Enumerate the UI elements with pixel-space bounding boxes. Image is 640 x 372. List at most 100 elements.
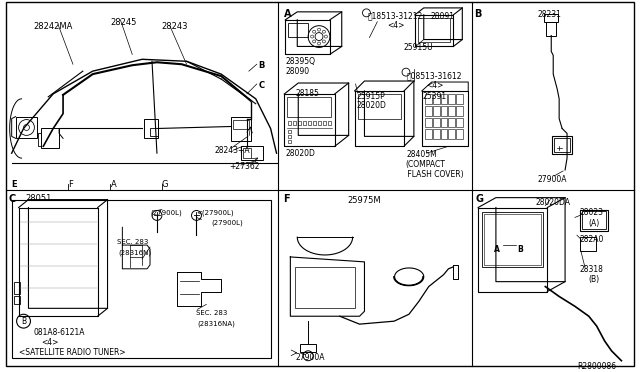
Text: (COMPACT: (COMPACT [405, 160, 445, 169]
Bar [289, 140, 291, 143]
Bar [289, 131, 291, 134]
Text: 28243+A: 28243+A [214, 146, 250, 155]
Text: E: E [12, 180, 17, 189]
Text: <4>: <4> [387, 21, 404, 30]
Text: 28051: 28051 [26, 194, 52, 203]
Text: 25391: 25391 [423, 92, 447, 101]
Text: 28020D: 28020D [285, 149, 316, 158]
Bar [440, 106, 447, 116]
Text: SEC. 283: SEC. 283 [196, 310, 228, 316]
Bar [298, 121, 301, 125]
Text: A: A [494, 245, 500, 254]
Text: SEC. 283: SEC. 283 [117, 239, 148, 245]
Bar [552, 137, 572, 154]
Bar [547, 22, 556, 36]
Text: 28091: 28091 [431, 12, 454, 21]
Text: 28243: 28243 [162, 22, 188, 31]
Bar [449, 106, 456, 116]
Text: C: C [259, 81, 265, 90]
Text: Ⓜ18513-31212: Ⓜ18513-31212 [367, 12, 422, 21]
Text: R2800086: R2800086 [577, 362, 616, 371]
Bar [440, 129, 447, 140]
Bar [456, 129, 463, 140]
Bar [144, 119, 158, 138]
Bar [582, 211, 605, 229]
Text: G: G [475, 194, 483, 204]
Bar [15, 116, 37, 138]
Bar [449, 94, 456, 104]
Bar [433, 129, 440, 140]
Bar [300, 344, 316, 352]
Text: C: C [9, 194, 16, 204]
Bar [580, 209, 607, 231]
Bar [295, 267, 355, 308]
Bar [554, 138, 570, 152]
Bar [13, 296, 20, 304]
Text: 28020D: 28020D [356, 101, 387, 110]
Bar [484, 214, 541, 265]
Bar [440, 94, 447, 104]
Bar [313, 121, 316, 125]
Bar [13, 282, 20, 294]
Bar [433, 118, 440, 128]
Bar [303, 121, 306, 125]
Text: F: F [68, 180, 73, 189]
Text: 28242MA: 28242MA [33, 22, 73, 31]
Bar [42, 128, 59, 148]
Text: A: A [284, 9, 292, 19]
Bar [308, 121, 311, 125]
Text: B: B [518, 245, 524, 254]
Text: 28023: 28023 [580, 208, 604, 217]
Text: 282A0: 282A0 [580, 235, 604, 244]
Text: 28090: 28090 [285, 67, 310, 76]
Bar [241, 146, 262, 160]
Bar [323, 121, 326, 125]
Text: (27900L): (27900L) [150, 209, 182, 216]
Bar [418, 18, 451, 42]
Text: 28245: 28245 [111, 18, 137, 27]
Bar [358, 94, 401, 119]
Bar [425, 118, 431, 128]
Text: 28185: 28185 [295, 89, 319, 98]
Text: <4>: <4> [427, 81, 444, 90]
Bar [150, 128, 158, 137]
Text: B: B [259, 61, 265, 70]
Bar [433, 94, 440, 104]
Text: 25975M: 25975M [348, 196, 381, 205]
Text: A: A [111, 180, 116, 189]
Text: B: B [474, 9, 481, 19]
Bar [456, 94, 463, 104]
Bar [328, 121, 331, 125]
Bar [287, 97, 331, 116]
Bar [231, 116, 251, 141]
Text: F: F [284, 194, 290, 204]
Bar [12, 200, 271, 358]
Text: +27362: +27362 [229, 162, 260, 171]
Text: (27900L): (27900L) [211, 219, 243, 226]
Bar [580, 237, 596, 251]
Bar [289, 135, 291, 138]
Bar [545, 14, 558, 22]
Text: (28316NA): (28316NA) [198, 320, 236, 327]
Text: (28316N): (28316N) [118, 249, 152, 256]
Text: (A): (A) [589, 219, 600, 228]
Text: 28020DA: 28020DA [536, 198, 570, 206]
Bar [449, 129, 456, 140]
Text: FLASH COVER): FLASH COVER) [405, 170, 463, 179]
Bar [233, 119, 249, 129]
Bar [449, 118, 456, 128]
Text: 27900A: 27900A [538, 175, 567, 184]
Text: 28318: 28318 [580, 265, 604, 274]
Text: 28231: 28231 [538, 10, 561, 19]
Bar [425, 94, 431, 104]
Bar [440, 118, 447, 128]
Bar [289, 121, 291, 125]
Bar [293, 121, 296, 125]
Bar [456, 106, 463, 116]
Bar [289, 23, 308, 36]
Text: 081A8-6121A: 081A8-6121A [33, 328, 85, 337]
Bar [482, 212, 543, 267]
Text: <SATELLITE RADIO TUNER>: <SATELLITE RADIO TUNER> [19, 348, 125, 357]
Bar [433, 106, 440, 116]
Text: Ⓜ08513-31612: Ⓜ08513-31612 [407, 71, 463, 80]
